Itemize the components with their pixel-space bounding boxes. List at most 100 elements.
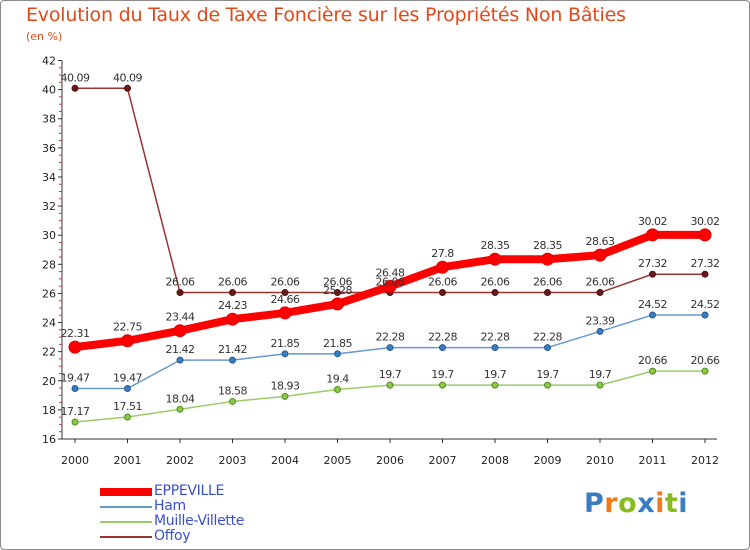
data-point-offoy xyxy=(491,289,499,297)
legend-swatch-ham xyxy=(100,506,152,508)
data-label-ham: 19.47 xyxy=(113,371,142,384)
legend-label-offoy: Offoy xyxy=(154,528,191,544)
data-point-ham xyxy=(334,350,341,358)
x-tick-label: 2002 xyxy=(166,454,194,467)
data-point-muille-villette xyxy=(281,392,289,400)
data-point-ham xyxy=(71,384,79,392)
data-label-muille-villette: 17.51 xyxy=(113,400,142,413)
x-tick-label: 2006 xyxy=(376,454,404,467)
data-point-muille-villette xyxy=(71,418,79,426)
x-tick-label: 2005 xyxy=(324,454,352,467)
data-label-muille-villette: 19.7 xyxy=(431,368,454,381)
proxiti-logo: Proxiti xyxy=(584,488,689,519)
data-point-muille-villette xyxy=(701,367,709,375)
data-label-offoy: 26.06 xyxy=(533,276,562,289)
y-tick-label: 18 xyxy=(42,404,56,417)
legend-swatch-muille-villette xyxy=(100,521,152,523)
data-labels-layer: 22.31 22.75 23.44 24.23 24.66 25.28 26.48 27.8 2… xyxy=(61,71,721,418)
legend-label-eppeville: EPPEVILLE xyxy=(154,483,225,499)
y-tick-label: 40 xyxy=(42,84,56,97)
data-label-eppeville: 28.35 xyxy=(481,239,510,252)
data-point-offoy xyxy=(439,289,446,297)
data-label-offoy: 27.32 xyxy=(691,257,720,270)
data-label-muille-villette: 19.4 xyxy=(326,373,349,386)
x-tick-label: 2009 xyxy=(534,454,562,467)
data-point-muille-villette xyxy=(649,367,656,375)
data-point-eppeville xyxy=(541,252,554,266)
data-point-eppeville xyxy=(68,340,82,354)
data-point-ham xyxy=(701,311,709,319)
data-label-offoy: 26.06 xyxy=(166,276,195,289)
y-tick-label: 36 xyxy=(42,142,56,155)
data-point-ham xyxy=(176,356,184,364)
data-label-eppeville: 23.44 xyxy=(166,311,195,324)
legend-label-muille-villette: Muille-Villette xyxy=(154,513,245,529)
data-point-eppeville xyxy=(593,248,607,262)
data-point-offoy xyxy=(649,270,656,278)
y-tick-label: 38 xyxy=(42,113,56,126)
data-point-eppeville xyxy=(226,312,239,326)
data-label-ham: 21.85 xyxy=(323,337,352,350)
data-label-eppeville: 22.75 xyxy=(113,321,142,334)
data-point-ham xyxy=(596,327,604,335)
x-tick-label: 2012 xyxy=(691,454,719,467)
data-label-muille-villette: 19.7 xyxy=(589,368,612,381)
data-point-muille-villette xyxy=(596,381,604,389)
data-point-offoy xyxy=(176,289,184,297)
data-point-muille-villette xyxy=(229,397,236,405)
y-tick-label: 20 xyxy=(42,375,56,388)
data-label-ham: 24.52 xyxy=(638,298,667,311)
data-point-ham xyxy=(281,350,289,358)
data-label-ham: 22.28 xyxy=(533,331,562,344)
data-label-muille-villette: 19.7 xyxy=(536,368,559,381)
y-tick-label: 22 xyxy=(42,346,56,359)
data-point-eppeville xyxy=(698,228,712,242)
data-label-muille-villette: 18.93 xyxy=(271,379,300,392)
data-point-eppeville xyxy=(278,306,292,320)
data-label-offoy: 26.06 xyxy=(428,276,457,289)
data-label-offoy: 26.06 xyxy=(271,276,300,289)
data-point-offoy xyxy=(229,289,236,297)
data-label-eppeville: 24.23 xyxy=(218,299,247,312)
data-point-eppeville xyxy=(436,260,449,274)
data-point-muille-villette xyxy=(124,413,131,421)
legend-swatch-eppeville xyxy=(100,488,152,496)
data-point-muille-villette xyxy=(386,381,394,389)
y-tick-label: 24 xyxy=(42,317,56,330)
data-point-ham xyxy=(386,344,394,352)
data-point-muille-villette xyxy=(544,381,551,389)
chart-subtitle: (en %) xyxy=(26,30,63,43)
x-tick-label: 2010 xyxy=(586,454,614,467)
data-point-offoy xyxy=(71,84,79,92)
x-tick-label: 2000 xyxy=(61,454,89,467)
data-point-ham xyxy=(124,384,131,392)
data-label-ham: 21.85 xyxy=(271,337,300,350)
data-label-eppeville: 28.63 xyxy=(586,235,615,248)
data-label-muille-villette: 17.17 xyxy=(61,405,90,418)
data-label-ham: 24.52 xyxy=(691,298,720,311)
data-label-eppeville: 25.28 xyxy=(323,284,352,297)
data-point-ham xyxy=(544,344,551,352)
data-label-offoy: 26.06 xyxy=(481,276,510,289)
x-tick-label: 2003 xyxy=(219,454,247,467)
data-point-eppeville xyxy=(173,324,187,338)
data-point-ham xyxy=(649,311,656,319)
data-point-offoy xyxy=(701,270,709,278)
data-label-muille-villette: 20.66 xyxy=(638,354,667,367)
data-label-eppeville: 22.31 xyxy=(61,327,90,340)
data-label-ham: 22.28 xyxy=(376,331,405,344)
data-point-offoy xyxy=(334,289,341,297)
y-tick-label: 26 xyxy=(42,287,56,300)
legend-swatch-offoy xyxy=(100,536,152,538)
data-point-eppeville xyxy=(331,297,344,311)
y-tick-label: 28 xyxy=(42,258,56,271)
data-label-offoy: 27.32 xyxy=(638,257,667,270)
data-label-muille-villette: 19.7 xyxy=(484,368,507,381)
data-label-ham: 23.39 xyxy=(586,314,615,327)
data-point-muille-villette xyxy=(176,405,184,413)
data-point-offoy xyxy=(281,289,289,297)
data-label-offoy: 40.09 xyxy=(113,71,142,84)
data-label-muille-villette: 19.7 xyxy=(379,368,402,381)
data-label-offoy: 26.06 xyxy=(218,276,247,289)
